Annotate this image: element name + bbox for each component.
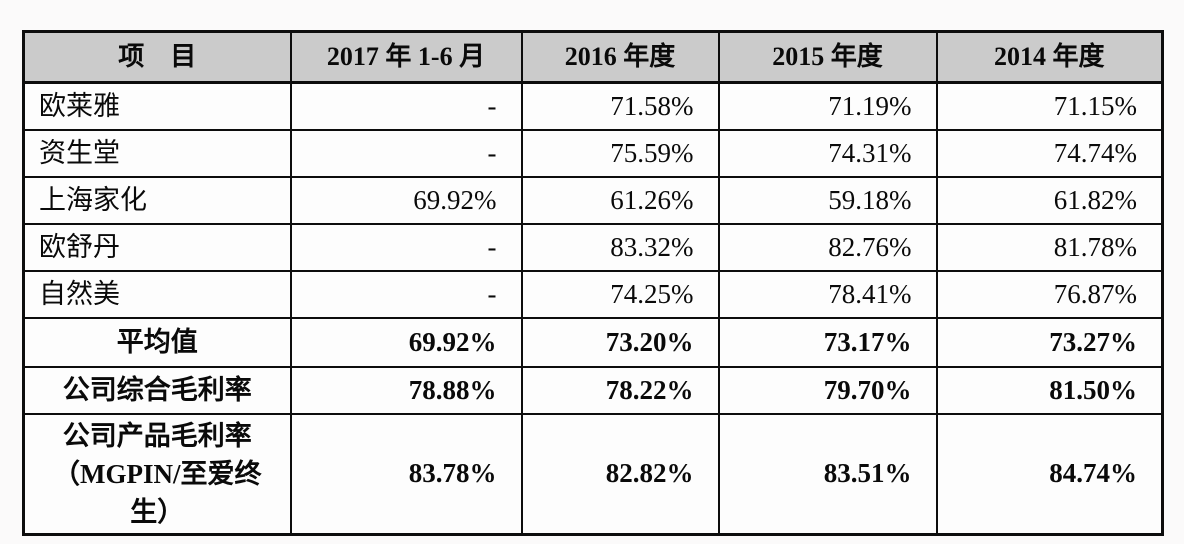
value-cell: 79.70% xyxy=(717,366,938,415)
value-cell: 81.50% xyxy=(935,366,1164,415)
value-cell: 73.20% xyxy=(520,317,720,368)
row-label: 公司综合毛利率 xyxy=(22,366,292,415)
row-label: 欧舒丹 xyxy=(22,223,292,272)
gross-margin-comparison-table: 项 目 2017 年 1-6 月 2016 年度 2015 年度 2014 年度… xyxy=(22,30,1164,536)
value-cell: 82.82% xyxy=(520,413,720,536)
table-row-natural-beauty: 自然美 - 74.25% 78.41% 76.87% xyxy=(22,270,1164,319)
value-cell: 76.87% xyxy=(935,270,1164,319)
value-cell: 69.92% xyxy=(289,317,523,368)
value-cell: 82.76% xyxy=(717,223,938,272)
value-cell: 71.19% xyxy=(717,81,938,131)
table-row-shiseido: 资生堂 - 75.59% 74.31% 74.74% xyxy=(22,129,1164,178)
row-label: 资生堂 xyxy=(22,129,292,178)
table-row-company-composite-margin: 公司综合毛利率 78.88% 78.22% 79.70% 81.50% xyxy=(22,366,1164,415)
column-header-2017: 2017 年 1-6 月 xyxy=(289,30,523,84)
table-row-loreal: 欧莱雅 - 71.58% 71.19% 71.15% xyxy=(22,81,1164,131)
value-cell: 73.17% xyxy=(717,317,938,368)
value-cell: - xyxy=(289,270,523,319)
value-cell: - xyxy=(289,223,523,272)
value-cell: 78.88% xyxy=(289,366,523,415)
value-cell: 78.41% xyxy=(717,270,938,319)
row-label: 平均值 xyxy=(22,317,292,368)
column-header-2014: 2014 年度 xyxy=(935,30,1164,84)
row-label-line: （MGPIN/至爱终 xyxy=(53,459,262,489)
value-cell: 59.18% xyxy=(717,176,938,225)
value-cell: 83.51% xyxy=(717,413,938,536)
table-row-average: 平均值 69.92% 73.20% 73.17% 73.27% xyxy=(22,317,1164,368)
column-header-2015: 2015 年度 xyxy=(717,30,938,84)
value-cell: 74.25% xyxy=(520,270,720,319)
row-label: 公司产品毛利率 （MGPIN/至爱终 生） xyxy=(22,413,292,536)
value-cell: 83.78% xyxy=(289,413,523,536)
column-header-item: 项 目 xyxy=(22,30,292,84)
header-row: 项 目 2017 年 1-6 月 2016 年度 2015 年度 2014 年度 xyxy=(22,30,1164,84)
value-cell: 74.74% xyxy=(935,129,1164,178)
value-cell: 81.78% xyxy=(935,223,1164,272)
value-cell: 71.15% xyxy=(935,81,1164,131)
row-label-line: 公司产品毛利率 xyxy=(62,421,252,451)
value-cell: 84.74% xyxy=(935,413,1164,536)
value-cell: 78.22% xyxy=(520,366,720,415)
value-cell: 69.92% xyxy=(289,176,523,225)
value-cell: 73.27% xyxy=(935,317,1164,368)
table-row-loccitane: 欧舒丹 - 83.32% 82.76% 81.78% xyxy=(22,223,1164,272)
column-header-2016: 2016 年度 xyxy=(520,30,720,84)
row-label-line: 生） xyxy=(130,497,185,527)
row-label: 欧莱雅 xyxy=(22,81,292,131)
value-cell: 61.26% xyxy=(520,176,720,225)
value-cell: - xyxy=(289,81,523,131)
value-cell: 74.31% xyxy=(717,129,938,178)
value-cell: 75.59% xyxy=(520,129,720,178)
value-cell: 83.32% xyxy=(520,223,720,272)
table-row-jahwa: 上海家化 69.92% 61.26% 59.18% 61.82% xyxy=(22,176,1164,225)
value-cell: - xyxy=(289,129,523,178)
value-cell: 61.82% xyxy=(935,176,1164,225)
row-label: 上海家化 xyxy=(22,176,292,225)
table-row-company-product-margin: 公司产品毛利率 （MGPIN/至爱终 生） 83.78% 82.82% 83.5… xyxy=(22,413,1164,536)
row-label: 自然美 xyxy=(22,270,292,319)
value-cell: 71.58% xyxy=(520,81,720,131)
